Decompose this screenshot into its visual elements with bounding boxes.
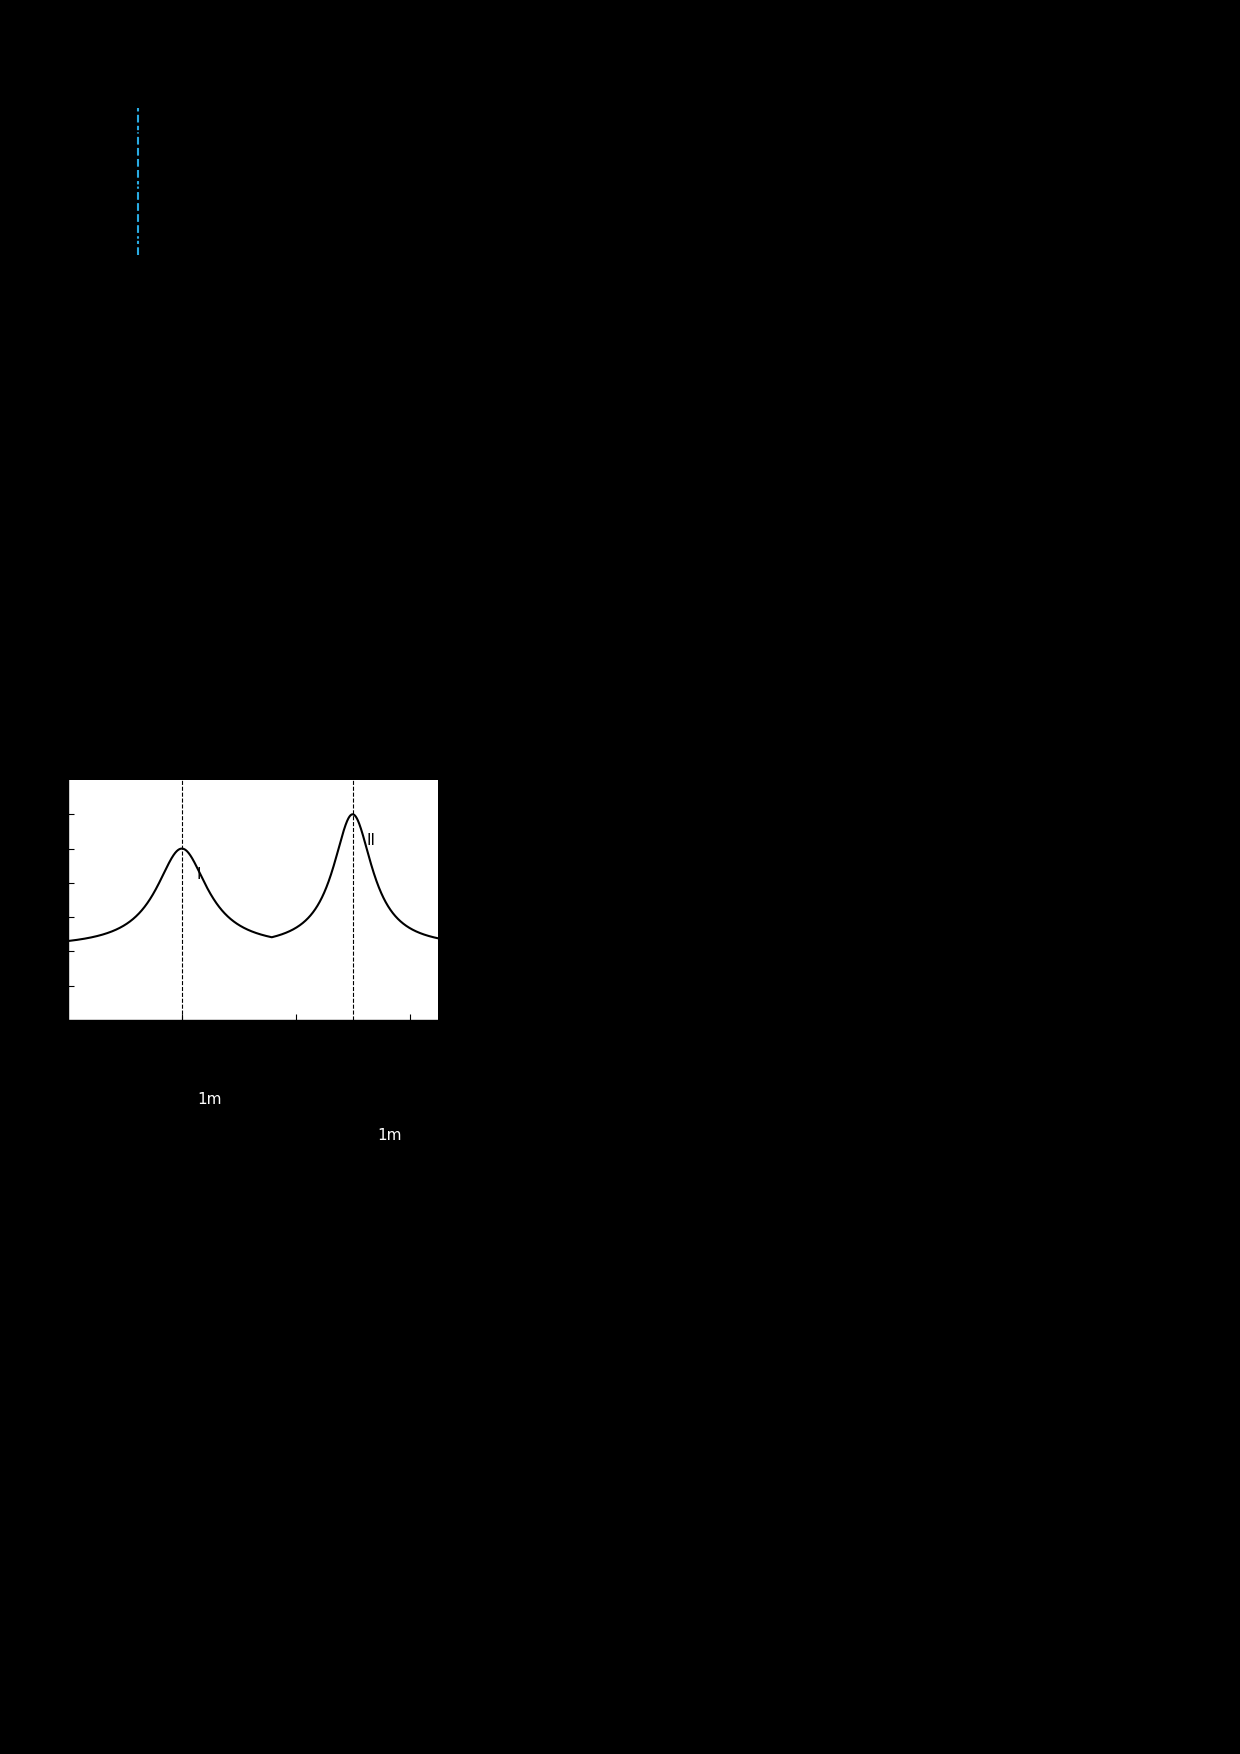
Text: II: II [367,833,376,849]
Text: a: a [113,107,123,121]
Text: O: O [51,1024,63,1040]
Text: $\sqrt{2}BIL$: $\sqrt{2}BIL$ [98,558,149,581]
Text: I: I [196,868,201,882]
Text: c: c [213,246,222,261]
Text: 1m: 1m [378,1128,402,1144]
Text: $\sqrt{2}BIL$: $\sqrt{2}BIL$ [98,605,149,628]
Text: I: I [182,154,186,170]
Text: 1m: 1m [197,1093,222,1107]
Y-axis label: $A$/cm: $A$/cm [7,749,47,765]
Text: $l_1 : l_2 = 4 : 25$: $l_1 : l_2 = 4 : 25$ [489,1049,591,1070]
Text: $F = BIL$: $F = BIL$ [512,698,568,716]
X-axis label: $f$/Hz: $f$/Hz [237,1040,269,1058]
Text: B: B [223,107,233,121]
Text: b: b [103,246,113,261]
